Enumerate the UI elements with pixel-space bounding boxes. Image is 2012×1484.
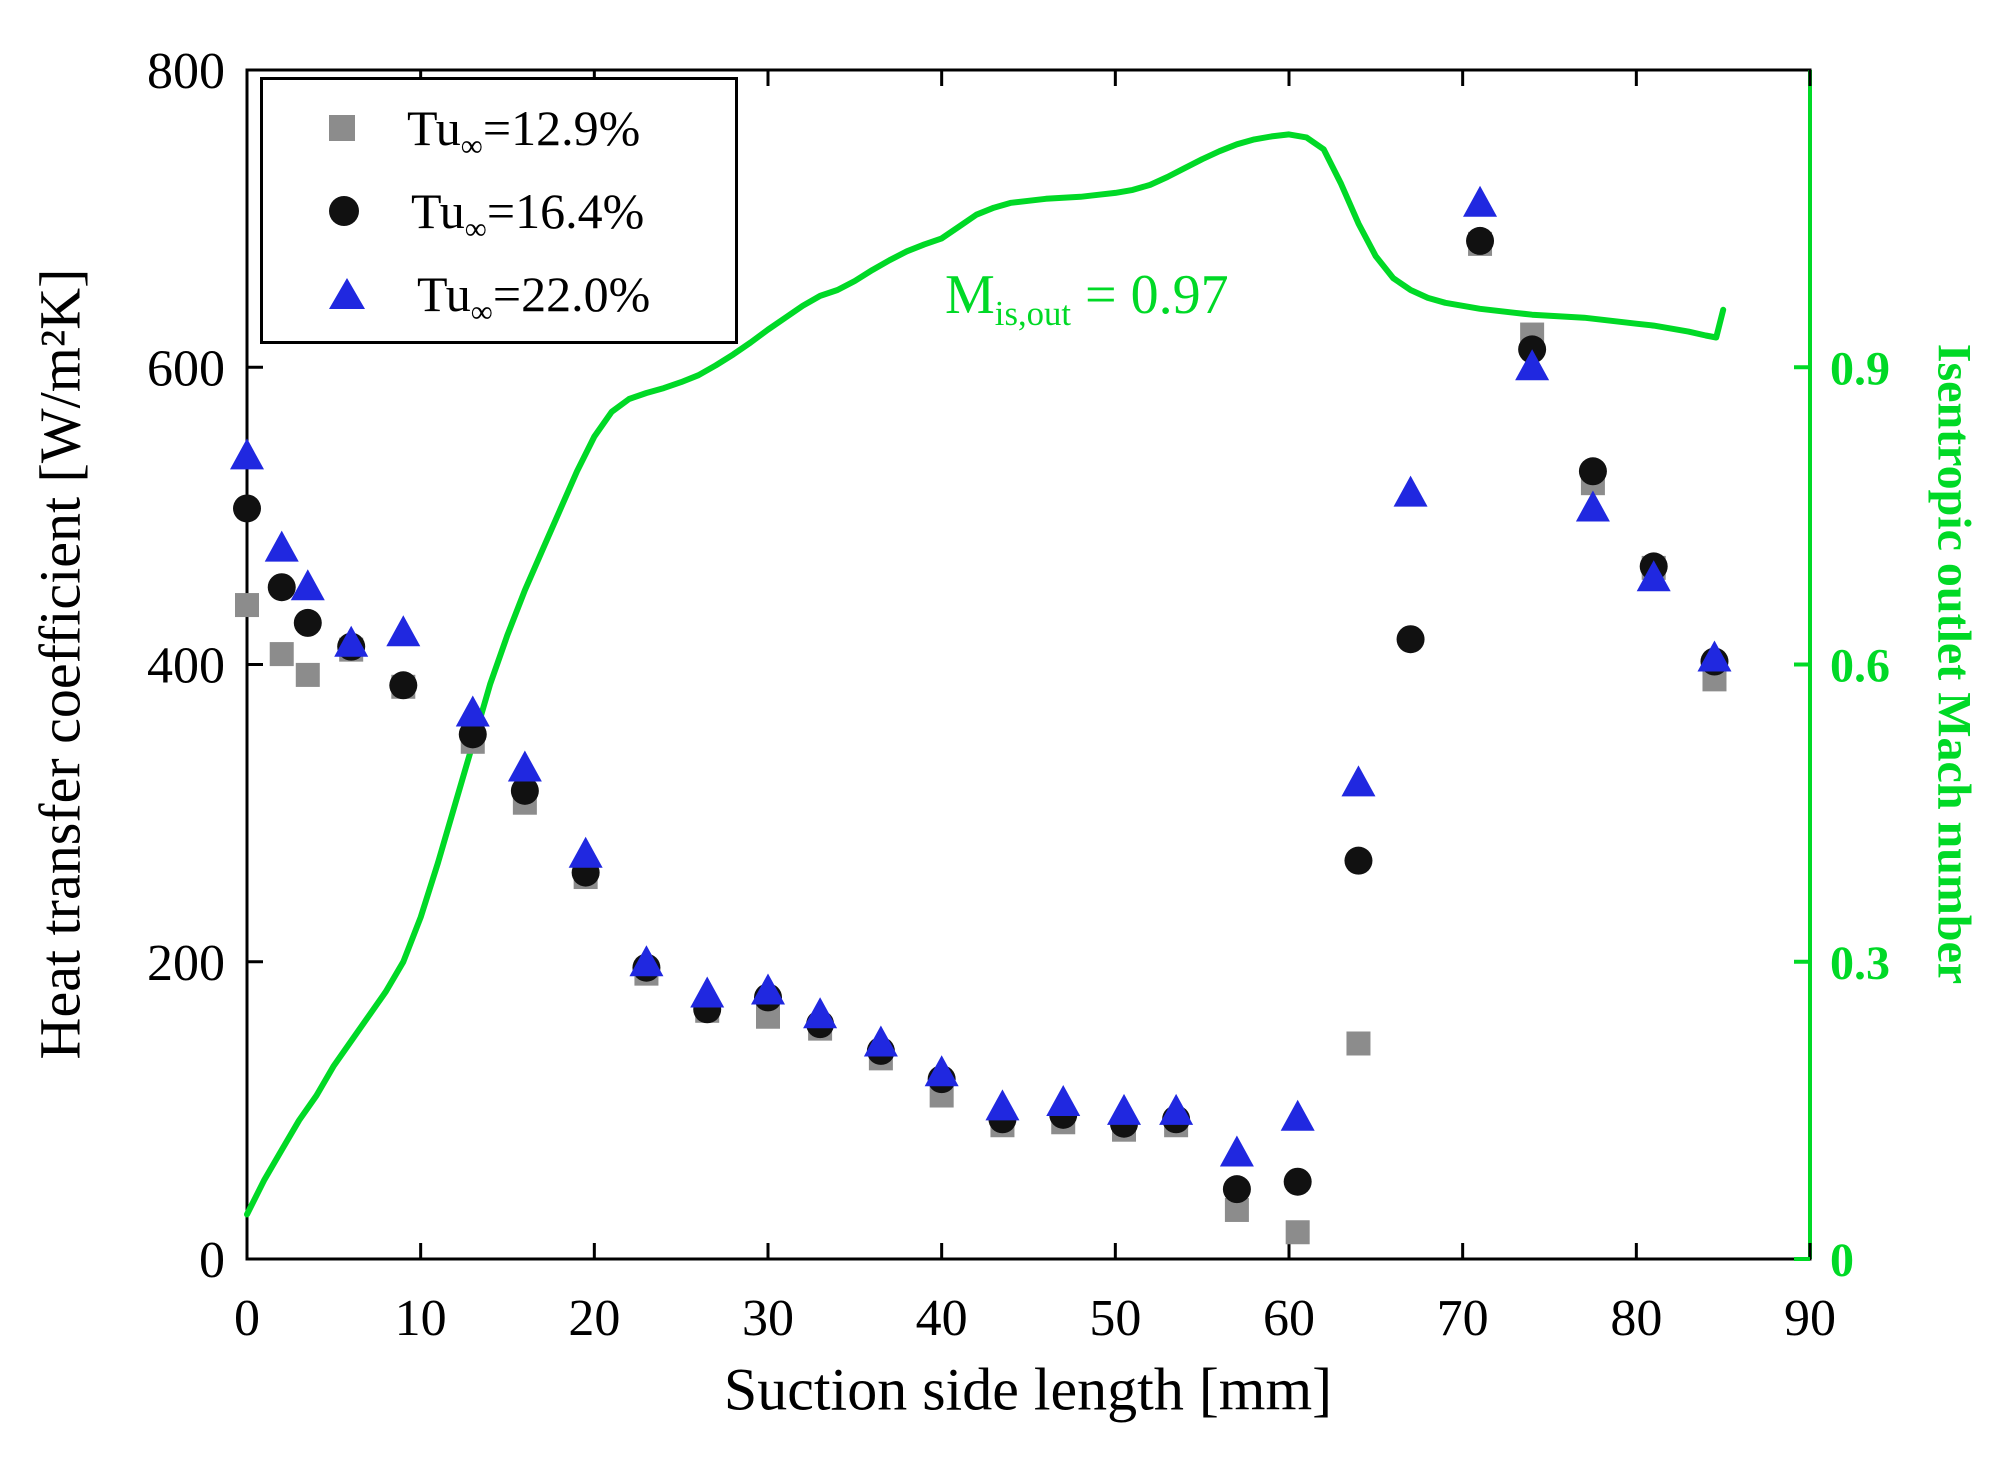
legend-label-base: Tu <box>411 182 465 239</box>
x-tick-label: 30 <box>742 1290 794 1347</box>
data-point-circle <box>458 720 487 749</box>
data-point-triangle <box>1280 1099 1315 1131</box>
data-point-square <box>235 593 259 618</box>
data-point-circle <box>1578 457 1607 486</box>
data-point-triangle <box>985 1089 1020 1121</box>
data-point-triangle <box>1393 475 1428 507</box>
data-point-triangle <box>568 836 603 868</box>
legend-item-tu129: Tu∞=12.9% <box>263 86 735 169</box>
data-point-triangle <box>690 976 725 1008</box>
right-axis-title: Isentropic outlet Mach number <box>1927 343 1981 985</box>
data-point-triangle <box>507 750 542 782</box>
y-tick-label-left: 200 <box>147 935 225 992</box>
data-point-circle <box>267 573 296 602</box>
y-tick-label-left: 0 <box>199 1232 225 1289</box>
mach-number-line <box>244 131 1727 1218</box>
legend-label-sub: ∞ <box>460 127 483 163</box>
data-point-triangle <box>230 438 264 470</box>
data-point-triangle <box>803 997 838 1029</box>
data-point-triangle <box>1697 640 1732 672</box>
mach-annotation: Mis,out = 0.97 <box>945 263 1229 331</box>
annotation-value: = 0.97 <box>1071 264 1229 326</box>
data-point-triangle <box>1107 1093 1142 1125</box>
data-point-triangle <box>386 615 421 647</box>
data-point-triangle <box>1159 1093 1194 1125</box>
x-tick-label: 10 <box>395 1290 447 1347</box>
data-point-triangle <box>1341 765 1376 797</box>
legend-label-value: =16.4% <box>486 182 645 239</box>
legend-label: Tu∞=12.9% <box>407 99 641 161</box>
legend-label: Tu∞=16.4% <box>411 182 645 244</box>
legend-label-base: Tu <box>417 265 471 322</box>
x-tick-label: 50 <box>1089 1290 1141 1347</box>
data-point-circle <box>510 776 539 805</box>
annotation-base: M <box>945 264 995 326</box>
data-point-triangle <box>924 1055 959 1087</box>
x-tick-label: 60 <box>1263 1290 1315 1347</box>
triangle-marker-icon <box>329 278 365 309</box>
legend-item-tu164: Tu∞=16.4% <box>263 169 735 252</box>
x-axis-title: Suction side length [mm] <box>723 1356 1333 1423</box>
data-point-circle <box>1344 846 1373 875</box>
circle-marker-icon <box>329 195 359 226</box>
data-point-square <box>1285 1220 1310 1245</box>
data-point-circle <box>233 494 261 523</box>
data-point-triangle <box>455 695 490 727</box>
left-axis-title: Heat transfer coefficient [W/m²K] <box>27 268 93 1060</box>
y-tick-label-left: 600 <box>147 340 225 397</box>
y-tick-label-left: 800 <box>147 43 225 100</box>
legend: Tu∞=12.9% Tu∞=16.4% Tu∞=22.0% <box>260 77 738 344</box>
y-tick-label-left: 400 <box>147 638 225 695</box>
data-point-triangle <box>1575 490 1610 522</box>
legend-label-sub: ∞ <box>470 293 493 329</box>
y-tick-label-right: 0.9 <box>1830 342 1890 395</box>
x-tick-label: 90 <box>1784 1290 1836 1347</box>
legend-label-sub: ∞ <box>464 210 487 246</box>
legend-label-value: =22.0% <box>492 265 651 322</box>
data-point-triangle <box>290 569 325 601</box>
data-point-circle <box>1222 1175 1251 1204</box>
data-point-triangle <box>1219 1135 1254 1167</box>
legend-item-tu220: Tu∞=22.0% <box>263 252 735 335</box>
annotation-subscript: is,out <box>994 294 1071 334</box>
y-tick-label-right: 0 <box>1830 1234 1854 1287</box>
data-point-triangle <box>863 1025 898 1057</box>
x-tick-label: 20 <box>568 1290 620 1347</box>
data-point-triangle <box>751 973 785 1005</box>
data-point-circle <box>389 671 418 700</box>
data-point-triangle <box>1046 1084 1081 1116</box>
data-point-triangle <box>629 945 664 977</box>
data-point-circle <box>1283 1167 1312 1196</box>
data-point-square <box>1346 1031 1371 1056</box>
y-tick-label-right: 0.3 <box>1830 937 1890 990</box>
square-marker-icon <box>329 114 355 141</box>
data-point-triangle <box>1463 185 1498 217</box>
legend-label-value: =12.9% <box>482 99 641 156</box>
legend-label-base: Tu <box>407 99 461 156</box>
data-point-triangle <box>1515 349 1550 381</box>
y-tick-label-right: 0.6 <box>1830 640 1890 693</box>
x-tick-label: 70 <box>1437 1290 1489 1347</box>
x-tick-label: 80 <box>1610 1290 1662 1347</box>
legend-label: Tu∞=22.0% <box>417 265 651 327</box>
data-point-square <box>269 642 294 667</box>
x-tick-label: 40 <box>916 1290 968 1347</box>
data-point-circle <box>293 608 322 637</box>
data-point-triangle <box>1636 560 1671 592</box>
data-point-triangle <box>334 625 369 657</box>
data-point-circle <box>1466 226 1495 255</box>
x-tick-label: 0 <box>234 1290 260 1347</box>
data-point-square <box>756 1004 780 1029</box>
data-point-circle <box>1396 625 1425 654</box>
data-point-square <box>295 662 320 687</box>
data-point-triangle <box>264 530 299 562</box>
